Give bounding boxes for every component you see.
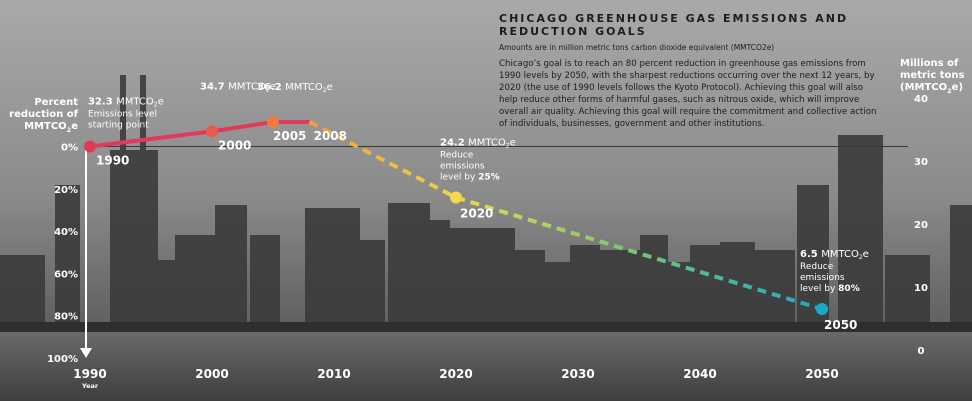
x-tick-label: 2030 — [561, 367, 594, 381]
value-label-2000: 34.7 MMTCO2e — [200, 81, 276, 93]
note-label-2020: emissions — [440, 162, 485, 172]
note-label-2050: level by 80% — [800, 284, 860, 294]
series-group — [89, 119, 823, 311]
year-label-2000: 2000 — [218, 138, 251, 152]
y-left-tick-label: 60% — [54, 269, 78, 280]
right-axis-title-line1: Millions of — [900, 58, 959, 69]
right-axis-ticks: 0 10 20 30 40 — [914, 94, 928, 357]
chart-description: Chicago’s goal is to reach an 80 percent… — [499, 59, 877, 129]
x-tick-label: 2040 — [683, 367, 716, 381]
skyline — [0, 75, 972, 330]
y-right-tick-label: 30 — [914, 157, 928, 168]
year-label-2050: 2050 — [824, 318, 857, 332]
year-label-2008: 2008 — [314, 129, 347, 143]
year-label-1990: 1990 — [96, 154, 129, 168]
x-tick-label: 2010 — [317, 367, 350, 381]
left-axis-title-line1: Percent — [34, 97, 78, 108]
x-tick-label: 1990 — [73, 367, 106, 381]
value-label-2050: 6.5 MMTCO2e — [800, 249, 869, 261]
y-left-tick-label: 0% — [61, 143, 78, 154]
x-tick-label: 2050 — [805, 367, 838, 381]
year-label-2005: 2005 — [273, 129, 306, 143]
data-point-2050 — [816, 303, 828, 316]
actual-emissions-line — [89, 119, 310, 149]
left-axis-title-line2: reduction of — [9, 109, 78, 120]
chart-title: CHICAGO GREENHOUSE GAS EMISSIONS AND RED… — [499, 12, 849, 38]
data-point-2000 — [206, 125, 218, 138]
y-left-tick-label: 80% — [54, 312, 78, 323]
shoreline — [0, 322, 972, 332]
chart-subtitle: Amounts are in million metric tons carbo… — [499, 43, 775, 52]
value-label-1990: 32.3 MMTCO2e — [88, 97, 164, 109]
data-point-2005 — [267, 115, 279, 128]
note-label-1990: starting point — [88, 121, 149, 131]
x-tick-label: 2000 — [195, 367, 228, 381]
right-axis-title-line3: (MMTCO2e) — [900, 82, 964, 95]
year-label-2020: 2020 — [460, 207, 493, 221]
value-label-2005: 36.2 MMTCO2e — [257, 82, 333, 94]
y-left-tick-label: 100% — [47, 354, 78, 365]
data-point-1990 — [84, 140, 96, 153]
left-axis-title: Percent reduction of MMTCO2e — [8, 97, 78, 136]
x-tick-label: 2020 — [439, 367, 472, 381]
y-right-tick-label: 40 — [914, 94, 928, 105]
y-left-tick-label: 40% — [54, 227, 78, 238]
y-left-tick-label: 20% — [54, 185, 78, 196]
x-axis-ticks: 1990 2000 2010 2020 2030 2040 2050 — [73, 367, 838, 381]
y-right-tick-label: 10 — [914, 283, 928, 294]
y-right-tick-label: 0 — [918, 346, 925, 357]
note-label-2020: Reduce — [440, 151, 474, 161]
y-axis-arrow — [80, 348, 92, 358]
note-label-1990: Emissions level — [88, 110, 157, 120]
note-label-2050: Reduce — [800, 262, 834, 272]
value-label-2020: 24.2 MMTCO2e — [440, 138, 516, 150]
left-axis-ticks: 0% 20% 40% 60% 80% 100% — [47, 143, 78, 365]
right-axis-title-line2: metric tons — [900, 70, 965, 81]
note-label-2050: emissions — [800, 273, 845, 283]
water-background — [0, 330, 972, 401]
data-point-2020 — [450, 191, 462, 204]
y-right-tick-label: 20 — [914, 220, 928, 231]
right-axis-title: Millions of metric tons (MMTCO2e) — [900, 58, 970, 97]
left-axis-title-line3: MMTCO2e — [24, 121, 78, 134]
note-label-2020: level by 25% — [440, 173, 500, 183]
x-axis-label: Year — [81, 382, 99, 390]
